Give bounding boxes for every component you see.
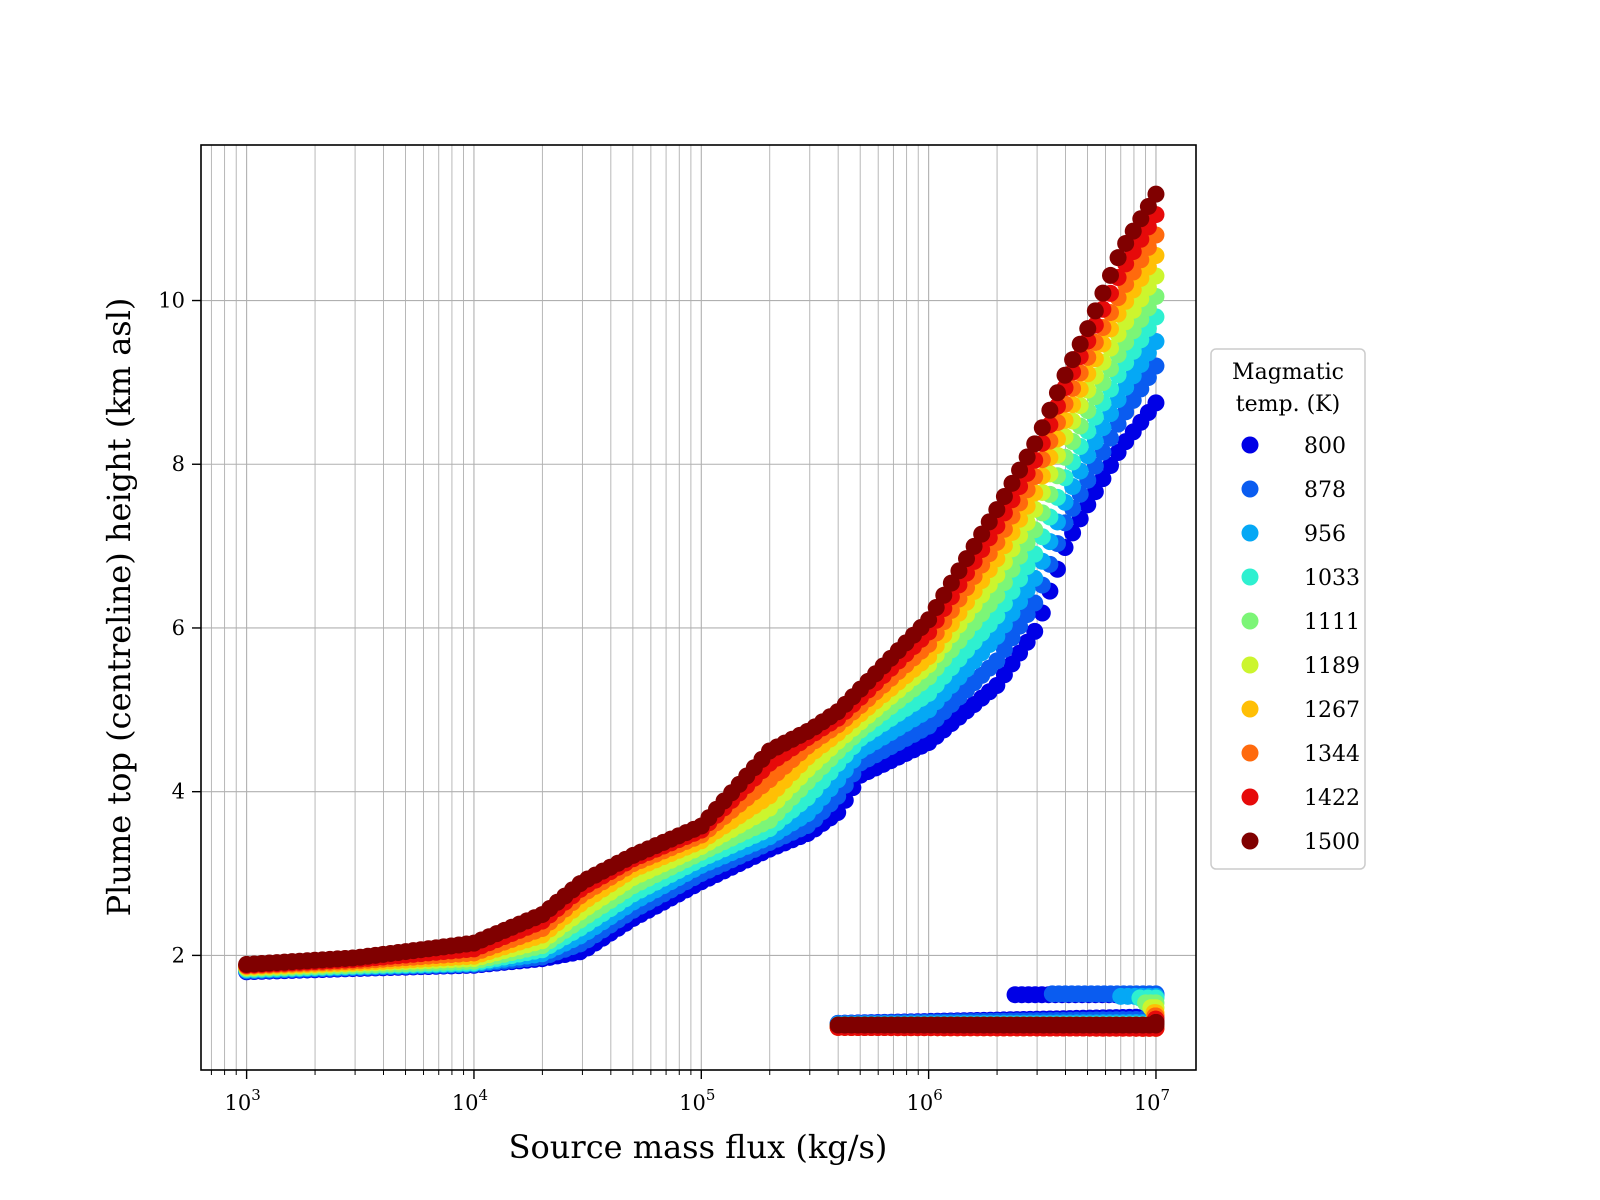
data-point xyxy=(1026,594,1044,612)
data-point xyxy=(965,537,983,555)
data-point xyxy=(1033,419,1051,437)
data-point xyxy=(980,513,998,531)
y-tick-label: 8 xyxy=(172,452,185,476)
y-axis-label: Plume top (centreline) height (km asl) xyxy=(100,298,138,917)
legend-marker xyxy=(1241,480,1259,498)
legend-label: 956 xyxy=(1304,522,1346,547)
y-tick-label: 2 xyxy=(172,943,185,967)
legend-title-line1: Magmatic xyxy=(1232,360,1344,385)
legend-marker xyxy=(1241,656,1259,674)
data-point xyxy=(927,599,945,617)
series-1500 xyxy=(238,185,1165,1034)
legend-label: 1344 xyxy=(1304,742,1360,767)
data-point xyxy=(1147,332,1165,350)
legend-marker xyxy=(1241,436,1259,454)
data-point xyxy=(1064,351,1082,369)
data-point xyxy=(1102,266,1119,284)
data-point xyxy=(1132,210,1150,228)
data-point xyxy=(1003,474,1021,492)
legend-entries: 800 878 956 1033 1111 1189 1267 1344 1422 1500 xyxy=(1241,434,1360,855)
data-point xyxy=(1018,448,1036,466)
legend-marker xyxy=(1241,524,1259,542)
data-point xyxy=(1079,320,1097,338)
legend-label: 878 xyxy=(1304,478,1346,503)
data-point xyxy=(1139,197,1157,215)
data-point xyxy=(973,525,991,543)
x-tick-label: 106 xyxy=(906,1086,942,1115)
legend-label: 800 xyxy=(1304,434,1346,459)
legend-marker xyxy=(1241,788,1259,806)
data-point xyxy=(950,562,968,580)
x-tick-label: 107 xyxy=(1134,1086,1170,1115)
x-tick-label: 105 xyxy=(679,1086,715,1115)
legend-label: 1189 xyxy=(1304,654,1360,679)
legend-marker xyxy=(1241,568,1259,586)
legend-label: 1033 xyxy=(1304,566,1360,591)
data-point xyxy=(1094,284,1112,302)
data-point xyxy=(1147,185,1165,203)
data-point xyxy=(988,501,1006,519)
data-point xyxy=(935,586,953,604)
legend-box xyxy=(1210,348,1366,870)
legend-marker xyxy=(1241,700,1259,718)
legend-marker xyxy=(1241,744,1259,762)
legend: Magmatic temp. (K) 800 878 956 1033 1111 1189… xyxy=(1210,348,1366,870)
y-tick-label: 4 xyxy=(172,780,185,804)
data-point xyxy=(1086,302,1104,320)
axes-frame xyxy=(200,144,1197,1071)
x-tick-label: 104 xyxy=(452,1086,488,1115)
data-point xyxy=(1109,249,1127,267)
y-tick-label: 10 xyxy=(158,289,185,313)
data-point xyxy=(995,488,1013,506)
x-axis: 103 104 105 106 107 xyxy=(210,1070,1170,1115)
x-tick-label: 103 xyxy=(224,1086,260,1115)
data-point xyxy=(1094,470,1112,488)
data-point xyxy=(1124,222,1142,240)
data-point xyxy=(1048,384,1066,402)
legend-title-line2: temp. (K) xyxy=(1236,392,1340,417)
data-point xyxy=(1011,461,1029,479)
data-point xyxy=(1147,1014,1165,1032)
data-point xyxy=(1117,234,1135,252)
legend-label: 1111 xyxy=(1304,610,1360,635)
legend-label: 1422 xyxy=(1304,786,1360,811)
data-point xyxy=(1056,366,1074,384)
data-point xyxy=(1041,401,1059,419)
data-point xyxy=(1026,435,1044,453)
data-point xyxy=(958,550,976,568)
data-point xyxy=(920,611,938,629)
x-axis-label: Source mass flux (kg/s) xyxy=(509,1128,888,1166)
legend-label: 1500 xyxy=(1304,830,1360,855)
data-point xyxy=(942,574,960,592)
data-point xyxy=(1147,357,1165,375)
data-point xyxy=(1147,394,1165,412)
legend-label: 1267 xyxy=(1304,698,1360,723)
y-axis: 2 4 6 8 10 xyxy=(158,289,201,967)
y-tick-label: 6 xyxy=(172,616,185,640)
data-point xyxy=(1102,457,1119,475)
data-point xyxy=(1026,622,1044,640)
plot-area xyxy=(238,185,1165,1037)
data-point xyxy=(1071,335,1089,353)
legend-marker xyxy=(1241,832,1259,850)
legend-marker xyxy=(1241,612,1259,630)
